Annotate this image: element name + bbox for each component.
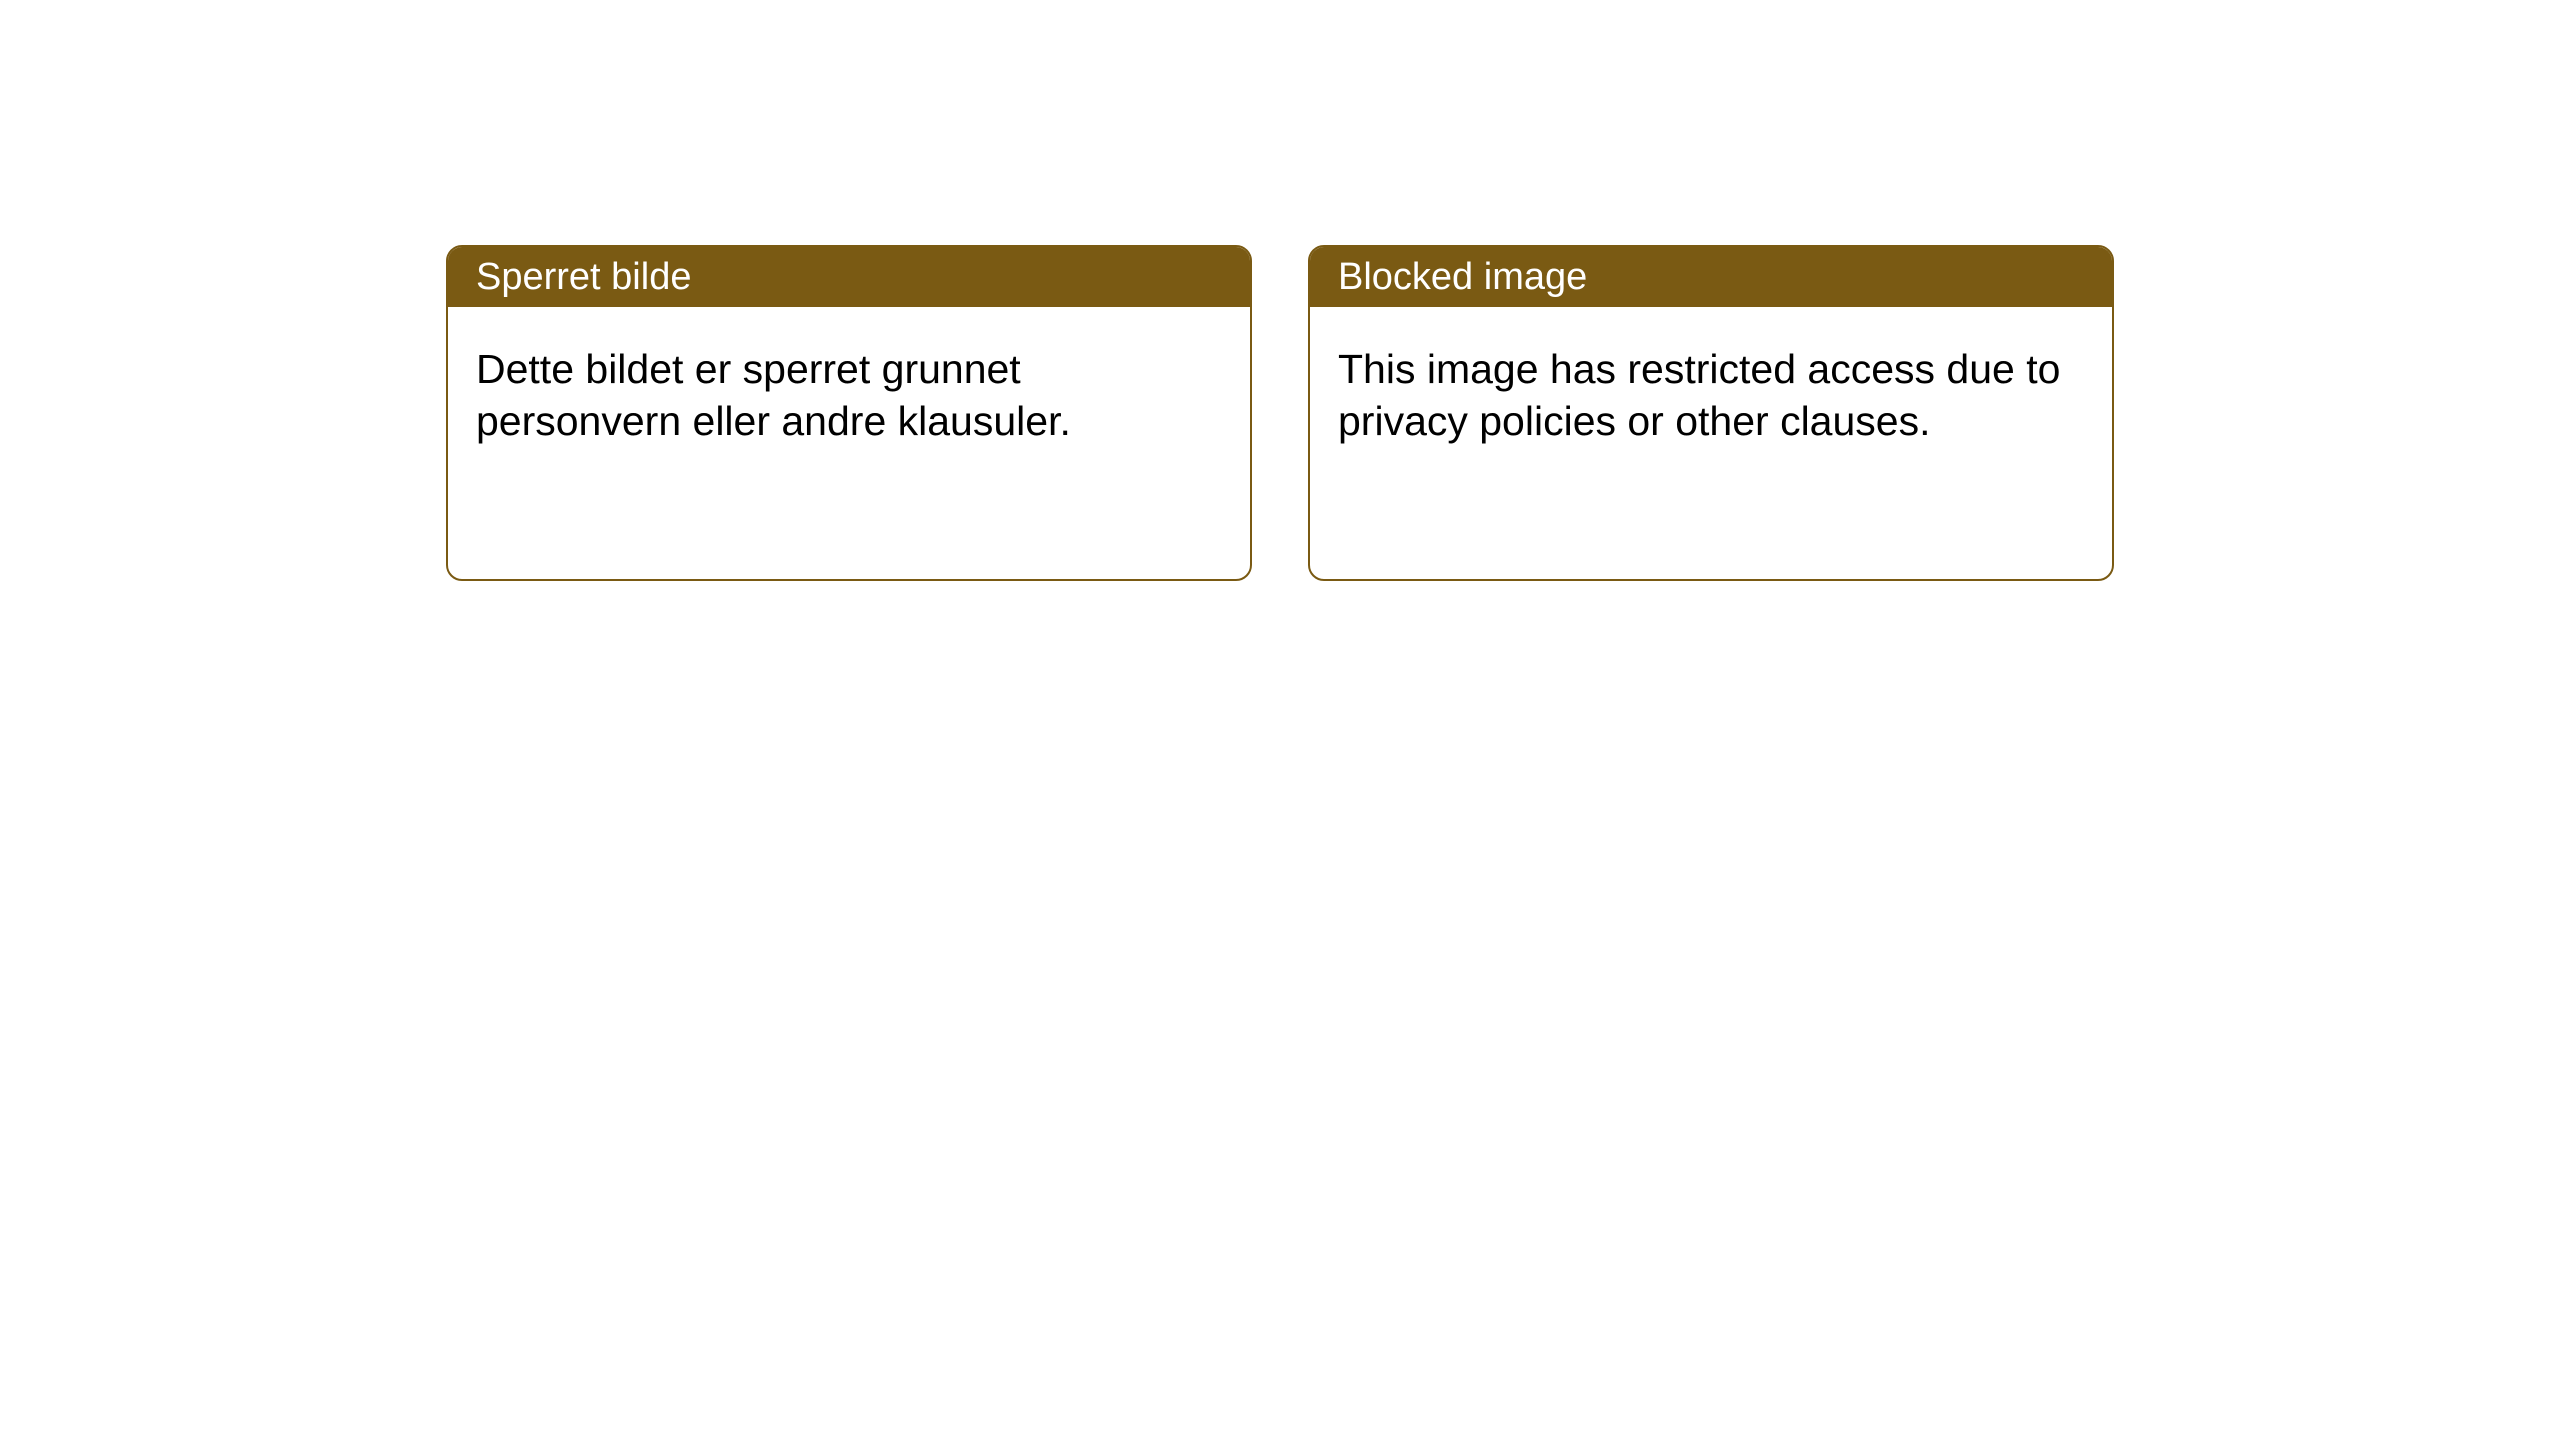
notice-card-en: Blocked image This image has restricted … — [1308, 245, 2114, 581]
notice-body-en: This image has restricted access due to … — [1310, 307, 2112, 484]
notice-container: Sperret bilde Dette bildet er sperret gr… — [446, 245, 2114, 581]
notice-header-no: Sperret bilde — [448, 247, 1250, 307]
notice-body-no: Dette bildet er sperret grunnet personve… — [448, 307, 1250, 484]
notice-card-no: Sperret bilde Dette bildet er sperret gr… — [446, 245, 1252, 581]
notice-header-en: Blocked image — [1310, 247, 2112, 307]
